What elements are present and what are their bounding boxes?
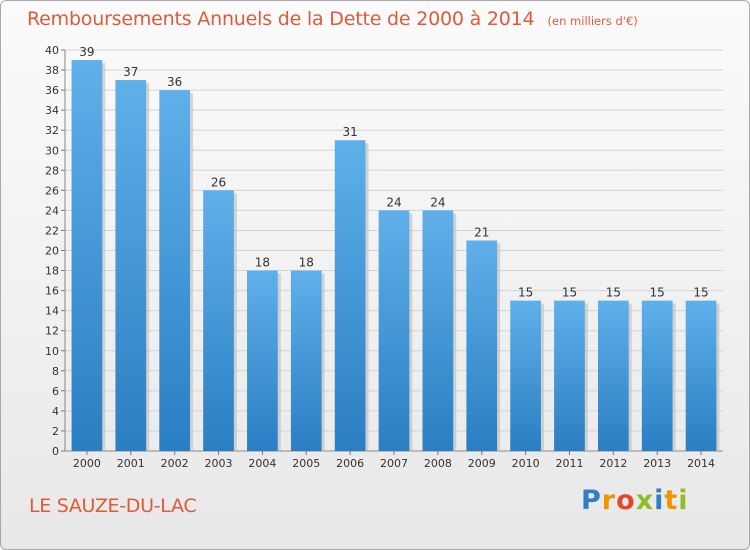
proxiti-logo: Proxiti — [581, 485, 689, 516]
x-tick-label-2012: 2012 — [599, 457, 627, 470]
x-tick-label-2014: 2014 — [687, 457, 715, 470]
y-tick-label: 36 — [45, 84, 59, 97]
x-tick-label-2001: 2001 — [117, 457, 145, 470]
data-label-2004: 18 — [255, 256, 270, 270]
bar-2013 — [641, 300, 673, 451]
bar-2004 — [247, 270, 278, 451]
x-tick-label-2013: 2013 — [643, 457, 671, 470]
y-tick-label: 0 — [52, 445, 59, 458]
data-label-2007: 24 — [386, 195, 401, 209]
x-tick-label-2006: 2006 — [336, 457, 364, 470]
y-tick-label: 12 — [45, 325, 59, 338]
data-label-2009: 21 — [474, 225, 489, 239]
y-tick-label: 18 — [45, 265, 59, 278]
data-label-2013: 15 — [650, 286, 665, 300]
data-label-2012: 15 — [606, 286, 621, 300]
y-tick-label: 6 — [52, 385, 59, 398]
x-tick-label-2007: 2007 — [380, 457, 408, 470]
y-tick-label: 4 — [52, 405, 59, 418]
data-label-2003: 26 — [211, 175, 226, 189]
y-tick-label: 14 — [45, 305, 59, 318]
chart-title-text: Remboursements Annuels de la Dette de 20… — [27, 8, 535, 30]
commune-name: LE SAUZE-DU-LAC — [29, 495, 197, 517]
bar-2014 — [685, 300, 717, 451]
x-tick-label-2008: 2008 — [424, 457, 452, 470]
y-tick-label: 24 — [45, 204, 59, 217]
data-label-2006: 31 — [342, 125, 357, 139]
data-label-2005: 18 — [299, 256, 314, 270]
bars — [71, 60, 720, 452]
y-tick-label: 8 — [52, 365, 59, 378]
bar-2002 — [159, 90, 191, 451]
x-tick-label-2003: 2003 — [205, 457, 233, 470]
y-tick-label: 22 — [45, 224, 59, 237]
y-tick-label: 2 — [52, 425, 59, 438]
data-label-2002: 36 — [167, 75, 182, 89]
x-tick-label-2002: 2002 — [161, 457, 189, 470]
bar-2009 — [466, 240, 498, 451]
data-label-2010: 15 — [518, 286, 533, 300]
x-tick-label-2000: 2000 — [73, 457, 101, 470]
chart-title: Remboursements Annuels de la Dette de 20… — [27, 8, 638, 30]
bar-2005 — [290, 270, 322, 451]
data-label-2000: 39 — [79, 45, 94, 59]
y-tick-label: 20 — [45, 245, 59, 258]
x-tick-label-2009: 2009 — [468, 457, 496, 470]
bar-2010 — [510, 300, 541, 451]
y-tick-label: 30 — [45, 144, 59, 157]
bar-2011 — [554, 300, 585, 451]
x-tick-label-2010: 2010 — [512, 457, 540, 470]
bar-2000 — [71, 60, 103, 452]
y-tick-label: 10 — [45, 345, 59, 358]
x-tick-label-2011: 2011 — [555, 457, 583, 470]
bar-2008 — [422, 210, 454, 451]
bar-2006 — [334, 140, 366, 451]
bar-2003 — [203, 190, 234, 451]
data-label-2008: 24 — [430, 195, 445, 209]
y-tick-label: 26 — [45, 184, 59, 197]
x-tick-label-2005: 2005 — [292, 457, 320, 470]
y-tick-label: 40 — [45, 44, 59, 57]
y-tick-label: 28 — [45, 164, 59, 177]
data-label-2001: 37 — [123, 65, 138, 79]
y-tick-label: 34 — [45, 104, 59, 117]
bar-2001 — [115, 80, 147, 451]
data-label-2011: 15 — [562, 286, 577, 300]
bar-2012 — [597, 300, 629, 451]
bar-2007 — [378, 210, 410, 451]
y-tick-label: 16 — [45, 285, 59, 298]
x-tick-label-2004: 2004 — [248, 457, 276, 470]
unit-note: (en milliers d'€) — [547, 14, 638, 28]
y-tick-label: 38 — [45, 64, 59, 77]
y-tick-label: 32 — [45, 124, 59, 137]
data-label-2014: 15 — [693, 286, 708, 300]
